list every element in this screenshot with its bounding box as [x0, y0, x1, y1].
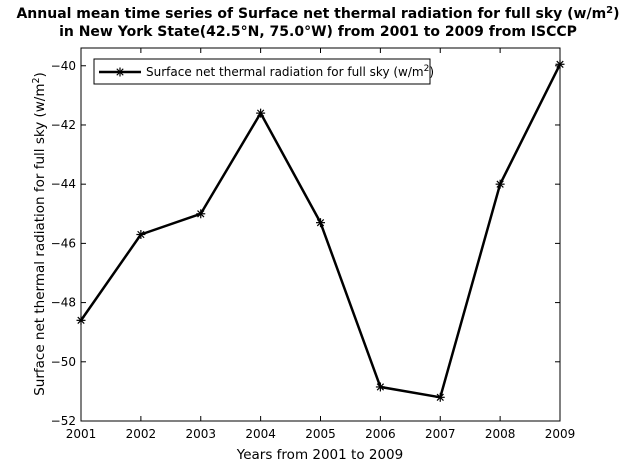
x-tick-label: 2001 [66, 427, 97, 441]
x-tick-label: 2003 [185, 427, 216, 441]
x-tick-label: 2007 [425, 427, 456, 441]
x-axis-label: Years from 2001 to 2009 [236, 447, 403, 463]
legend-box [93, 58, 431, 85]
x-axis-ticks: 2001 2002 2003 2004 2005 2006 2007 2008 2009 [66, 48, 576, 441]
data-point-marker [196, 209, 206, 219]
x-tick-label: 2006 [365, 427, 396, 441]
y-tick-label: −40 [51, 59, 76, 73]
legend-entry: Surface net thermal radiation for full s… [146, 64, 434, 79]
chart-title-line-1: Annual mean time series of Surface net t… [16, 5, 619, 22]
series-group [76, 59, 565, 402]
y-tick-label: −44 [51, 177, 76, 191]
x-tick-label: 2002 [126, 427, 157, 441]
y-axis-ticks: −52 −50 −48 −46 −44 −42 −40 [51, 59, 560, 428]
y-tick-label: −50 [51, 355, 76, 369]
legend-marker-asterisk-icon [115, 67, 125, 77]
plot-area [80, 47, 561, 422]
legend: Surface net thermal radiation for full s… [93, 58, 434, 85]
data-point-marker [435, 392, 445, 402]
y-tick-label: −46 [51, 236, 76, 250]
legend-asterisk [115, 67, 125, 77]
y-tick-label: −52 [51, 414, 76, 428]
x-tick-label: 2008 [485, 427, 516, 441]
y-tick-label: −42 [51, 118, 76, 132]
y-tick-label: −48 [51, 296, 76, 310]
data-point-marker [375, 382, 385, 392]
x-tick-label: 2004 [245, 427, 276, 441]
data-point-marker [76, 315, 86, 325]
chart-title-line-2: in New York State(42.5°N, 75.0°W) from 2… [59, 24, 577, 40]
y-axis-label: Surface net thermal radiation for full s… [31, 72, 48, 396]
data-point-marker [256, 108, 266, 118]
x-tick-label: 2009 [545, 427, 576, 441]
x-tick-label: 2005 [305, 427, 336, 441]
data-point-marker [316, 218, 325, 228]
data-point-marker [555, 59, 565, 69]
data-point-marker [136, 230, 146, 239]
data-point-marker [495, 179, 505, 189]
